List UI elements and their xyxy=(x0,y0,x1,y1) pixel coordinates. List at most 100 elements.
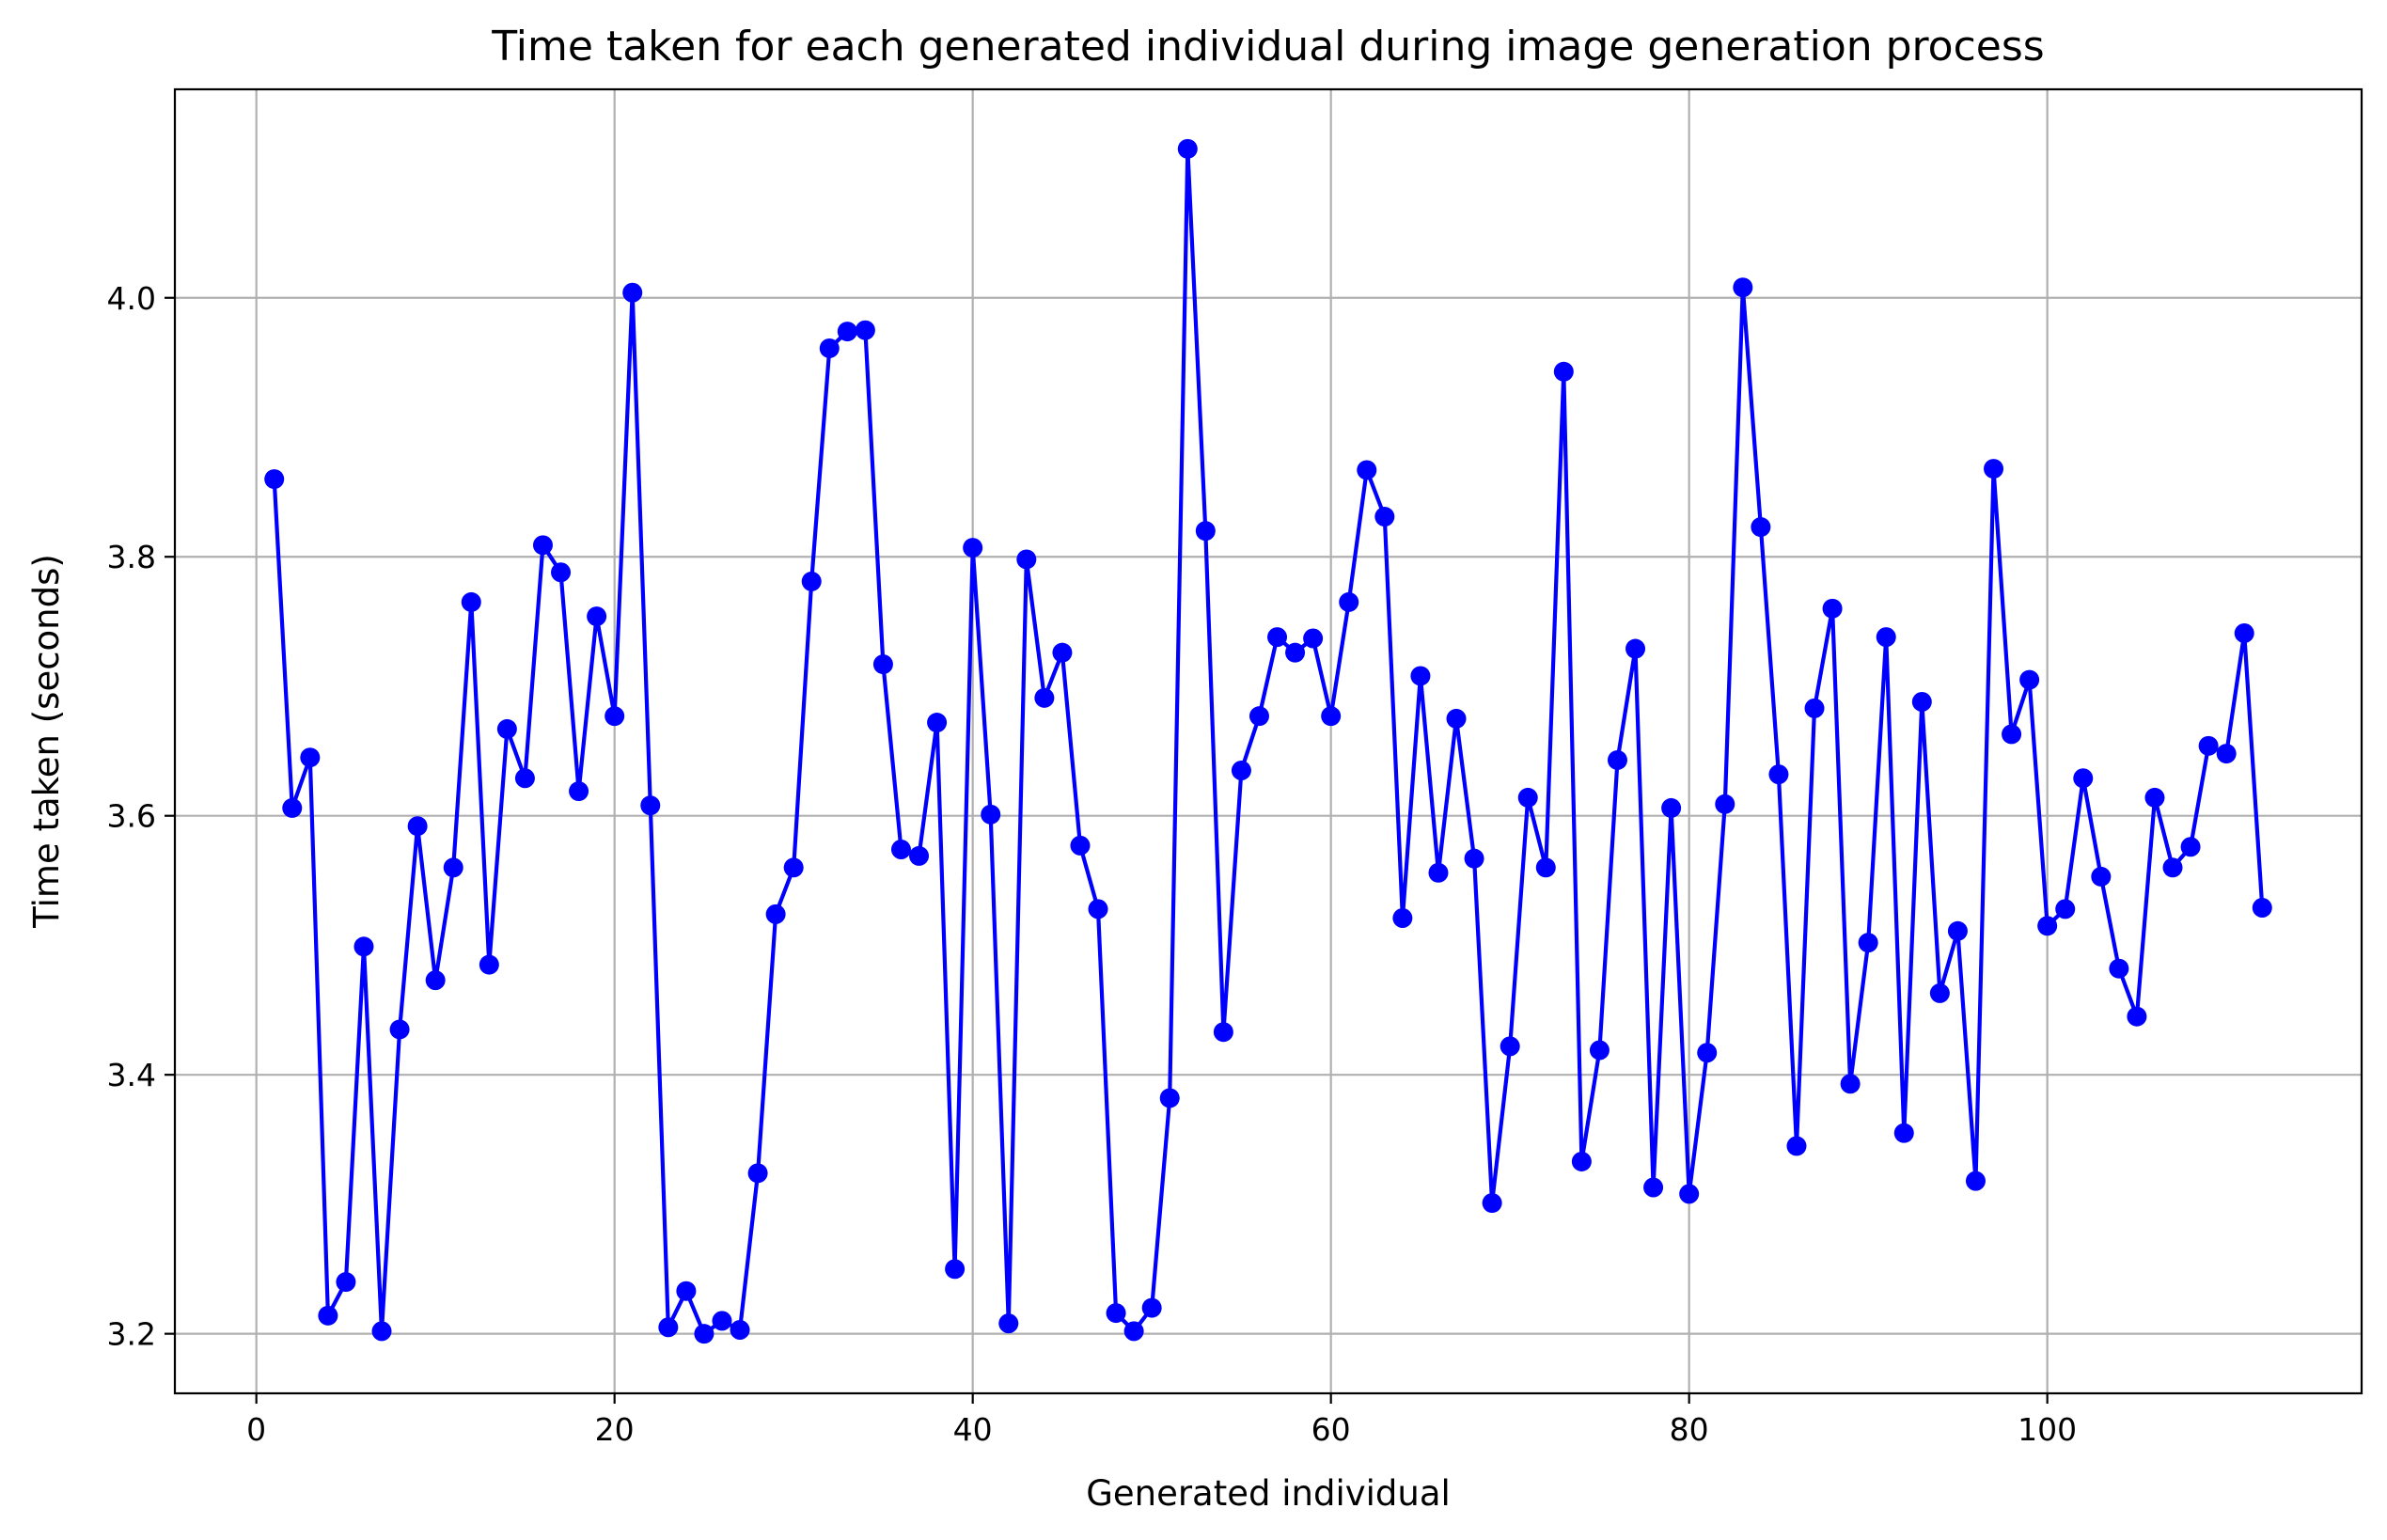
data-point xyxy=(1177,138,1198,159)
data-point xyxy=(963,538,983,558)
data-point xyxy=(1464,848,1484,869)
data-point xyxy=(1965,1171,1986,1191)
data-point xyxy=(2073,768,2094,789)
data-point xyxy=(676,1281,697,1301)
data-point xyxy=(514,768,535,789)
grid-lines xyxy=(175,89,2362,1393)
data-point xyxy=(1106,1303,1126,1324)
data-point xyxy=(1357,460,1377,480)
data-point xyxy=(2019,669,2040,690)
data-point xyxy=(2002,724,2022,745)
data-point xyxy=(1517,787,1538,808)
data-point xyxy=(1643,1177,1664,1198)
data-point xyxy=(855,320,875,340)
data-point xyxy=(640,795,661,816)
data-point xyxy=(407,816,428,837)
data-point xyxy=(1893,1123,1914,1143)
data-point xyxy=(1571,1151,1592,1171)
data-point xyxy=(336,1272,356,1293)
data-point xyxy=(318,1305,338,1326)
data-point xyxy=(2162,857,2183,878)
data-point xyxy=(1751,517,1771,538)
data-point xyxy=(1016,549,1037,570)
data-point xyxy=(1213,1022,1233,1043)
data-point xyxy=(909,845,930,866)
data-point xyxy=(1392,908,1413,929)
data-point xyxy=(1123,1321,1144,1342)
data-point xyxy=(1679,1184,1700,1204)
series-line xyxy=(272,147,2265,1336)
data-point xyxy=(532,535,553,556)
data-point xyxy=(694,1324,715,1344)
data-point xyxy=(1768,764,1789,785)
data-point xyxy=(479,954,499,975)
data-point xyxy=(1876,627,1896,648)
data-point xyxy=(747,1163,768,1184)
data-point xyxy=(1553,361,1574,382)
data-point xyxy=(801,571,822,591)
data-point xyxy=(1535,857,1556,878)
data-point xyxy=(389,1019,410,1040)
y-tick-label: 3.8 xyxy=(107,539,156,575)
data-point xyxy=(2198,735,2219,756)
data-point xyxy=(730,1320,750,1341)
x-axis-label: Generated individual xyxy=(1086,1473,1451,1514)
data-point xyxy=(1661,797,1682,818)
data-point xyxy=(2109,958,2129,979)
data-point xyxy=(2037,916,2058,936)
data-point xyxy=(2180,837,2201,857)
data-point xyxy=(1911,691,1932,712)
data-point xyxy=(2234,622,2254,643)
data-point xyxy=(2127,1006,2147,1027)
data-point xyxy=(945,1259,966,1280)
data-point xyxy=(1840,1074,1861,1094)
data-point xyxy=(1858,933,1878,953)
x-tick-label: 0 xyxy=(246,1411,266,1448)
data-point xyxy=(1446,708,1467,729)
data-point xyxy=(1070,835,1091,856)
data-point xyxy=(300,747,321,768)
data-point xyxy=(1589,1040,1610,1061)
axis-ticks: 0 20 40 60 80 100 3.2 3.4 3.6 3.8 4.0 xyxy=(107,280,2078,1448)
data-point xyxy=(622,282,643,303)
data-point xyxy=(1285,642,1306,663)
data-point xyxy=(1267,627,1288,648)
data-point xyxy=(981,804,1001,825)
data-point xyxy=(1141,1297,1162,1318)
data-point xyxy=(1733,277,1753,298)
data-point xyxy=(1607,749,1627,770)
data-point xyxy=(1088,899,1108,919)
x-tick-label: 40 xyxy=(953,1411,993,1448)
data-point xyxy=(551,562,572,583)
data-point xyxy=(2216,744,2237,764)
plot-frame xyxy=(173,87,2363,1395)
data-point xyxy=(605,706,625,727)
data-point xyxy=(1159,1088,1180,1108)
data-point xyxy=(1625,638,1646,659)
data-point xyxy=(1248,706,1269,727)
y-tick-label: 3.4 xyxy=(107,1057,156,1093)
data-point xyxy=(1984,459,2004,479)
data-point xyxy=(1715,794,1735,814)
data-series xyxy=(264,138,2272,1344)
data-point xyxy=(264,469,285,490)
x-tick-label: 20 xyxy=(595,1411,635,1448)
data-point xyxy=(1929,982,1950,1003)
y-tick-label: 3.6 xyxy=(107,798,156,835)
y-tick-label: 4.0 xyxy=(107,280,156,317)
data-point xyxy=(658,1317,679,1338)
data-point xyxy=(569,781,589,802)
data-point xyxy=(1052,642,1073,663)
data-point xyxy=(712,1311,732,1331)
data-point xyxy=(353,936,374,957)
data-point xyxy=(2144,787,2165,808)
data-point xyxy=(819,338,840,358)
data-point xyxy=(1804,698,1825,718)
y-tick-label: 3.2 xyxy=(107,1316,156,1353)
x-tick-label: 80 xyxy=(1670,1411,1709,1448)
data-point xyxy=(872,654,893,675)
data-point xyxy=(1428,862,1449,883)
data-point xyxy=(1482,1193,1502,1214)
data-point xyxy=(425,970,446,991)
